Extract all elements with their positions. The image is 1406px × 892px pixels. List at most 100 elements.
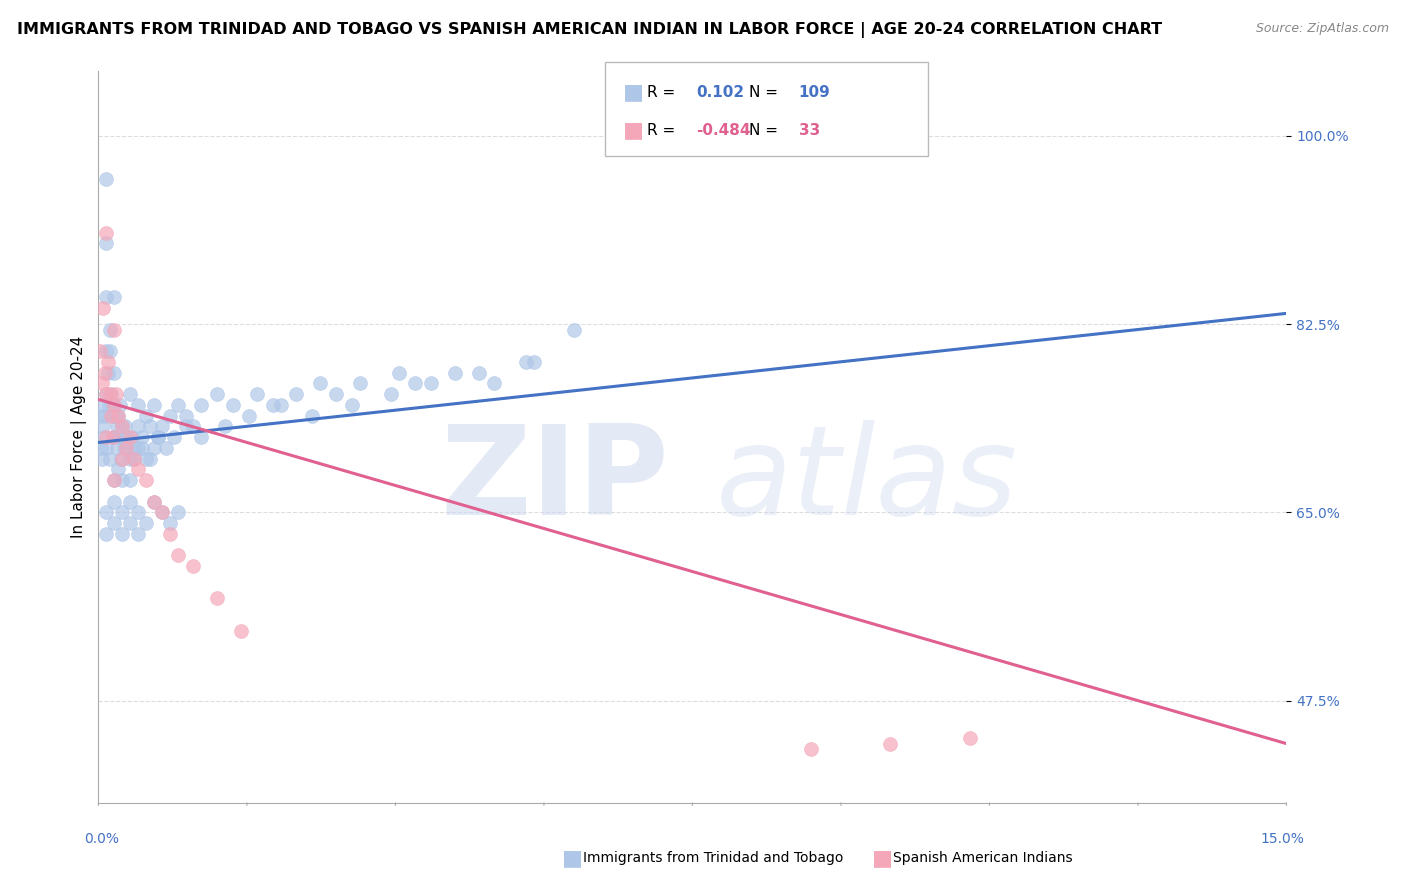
Point: [121, 430, 143, 444]
Point: [135, 473, 157, 487]
Point: [309, 376, 332, 391]
Text: 15.0%: 15.0%: [1260, 832, 1305, 846]
Point: [111, 419, 134, 434]
Point: [183, 419, 205, 434]
Point: [91, 301, 114, 315]
Point: [114, 419, 136, 434]
Point: [131, 441, 153, 455]
Point: [562, 322, 585, 336]
Point: [285, 387, 308, 401]
Point: [214, 419, 236, 434]
Text: 0.0%: 0.0%: [84, 832, 118, 846]
Point: [103, 322, 125, 336]
Point: [107, 409, 129, 423]
Text: atlas: atlas: [716, 420, 1018, 541]
Point: [301, 409, 323, 423]
Text: -0.484: -0.484: [696, 123, 751, 138]
Point: [222, 398, 245, 412]
Text: ■: ■: [623, 120, 644, 140]
Point: [959, 731, 981, 746]
Point: [94, 366, 117, 380]
Point: [800, 742, 823, 756]
Point: [127, 505, 149, 519]
Point: [127, 398, 149, 412]
Point: [139, 419, 162, 434]
Point: [103, 473, 125, 487]
Text: N =: N =: [749, 123, 783, 138]
Point: [107, 441, 129, 455]
Text: R =: R =: [647, 123, 681, 138]
Point: [96, 387, 118, 401]
Point: [122, 451, 145, 466]
Point: [120, 516, 142, 530]
Point: [111, 505, 134, 519]
Point: [101, 430, 124, 444]
Point: [380, 387, 402, 401]
Point: [91, 419, 114, 434]
Point: [94, 409, 117, 423]
Point: [420, 376, 443, 391]
Point: [115, 430, 138, 444]
Point: [155, 441, 177, 455]
Point: [97, 398, 120, 412]
Point: [246, 387, 269, 401]
Point: [159, 409, 181, 423]
Point: [98, 344, 121, 359]
Point: [98, 322, 121, 336]
Point: [146, 430, 169, 444]
Point: [101, 409, 124, 423]
Point: [111, 419, 134, 434]
Point: [205, 591, 228, 606]
Point: [135, 451, 157, 466]
Point: [444, 366, 467, 380]
Point: [97, 366, 120, 380]
Point: [110, 451, 132, 466]
Point: [146, 430, 169, 444]
Point: [108, 430, 131, 444]
Point: [183, 559, 205, 574]
Point: [103, 398, 125, 412]
Point: [150, 505, 173, 519]
Point: [127, 441, 149, 455]
Text: ■: ■: [872, 848, 893, 868]
Point: [135, 409, 157, 423]
Point: [127, 462, 149, 476]
Point: [515, 355, 537, 369]
Point: [388, 366, 411, 380]
Text: N =: N =: [749, 85, 783, 100]
Point: [159, 527, 181, 541]
Point: [103, 516, 125, 530]
Text: 33: 33: [799, 123, 820, 138]
Point: [96, 172, 118, 186]
Point: [96, 226, 118, 240]
Text: 109: 109: [799, 85, 831, 100]
Point: [166, 398, 188, 412]
Point: [96, 387, 118, 401]
Text: Source: ZipAtlas.com: Source: ZipAtlas.com: [1256, 22, 1389, 36]
Text: IMMIGRANTS FROM TRINIDAD AND TOBAGO VS SPANISH AMERICAN INDIAN IN LABOR FORCE | : IMMIGRANTS FROM TRINIDAD AND TOBAGO VS S…: [17, 22, 1161, 38]
Point: [484, 376, 506, 391]
Point: [523, 355, 546, 369]
Point: [96, 290, 118, 304]
Point: [96, 430, 118, 444]
Point: [103, 494, 125, 508]
Point: [120, 494, 142, 508]
Point: [349, 376, 371, 391]
Point: [103, 430, 125, 444]
Point: [91, 451, 114, 466]
Point: [103, 290, 125, 304]
Point: [103, 473, 125, 487]
Point: [262, 398, 284, 412]
Point: [325, 387, 347, 401]
Point: [135, 516, 157, 530]
Text: ■: ■: [562, 848, 583, 868]
Text: 0.102: 0.102: [696, 85, 744, 100]
Point: [127, 527, 149, 541]
Point: [98, 451, 121, 466]
Point: [174, 409, 197, 423]
Point: [139, 451, 162, 466]
Point: [96, 236, 118, 251]
Y-axis label: In Labor Force | Age 20-24: In Labor Force | Age 20-24: [72, 336, 87, 538]
Point: [104, 387, 127, 401]
Point: [229, 624, 252, 638]
